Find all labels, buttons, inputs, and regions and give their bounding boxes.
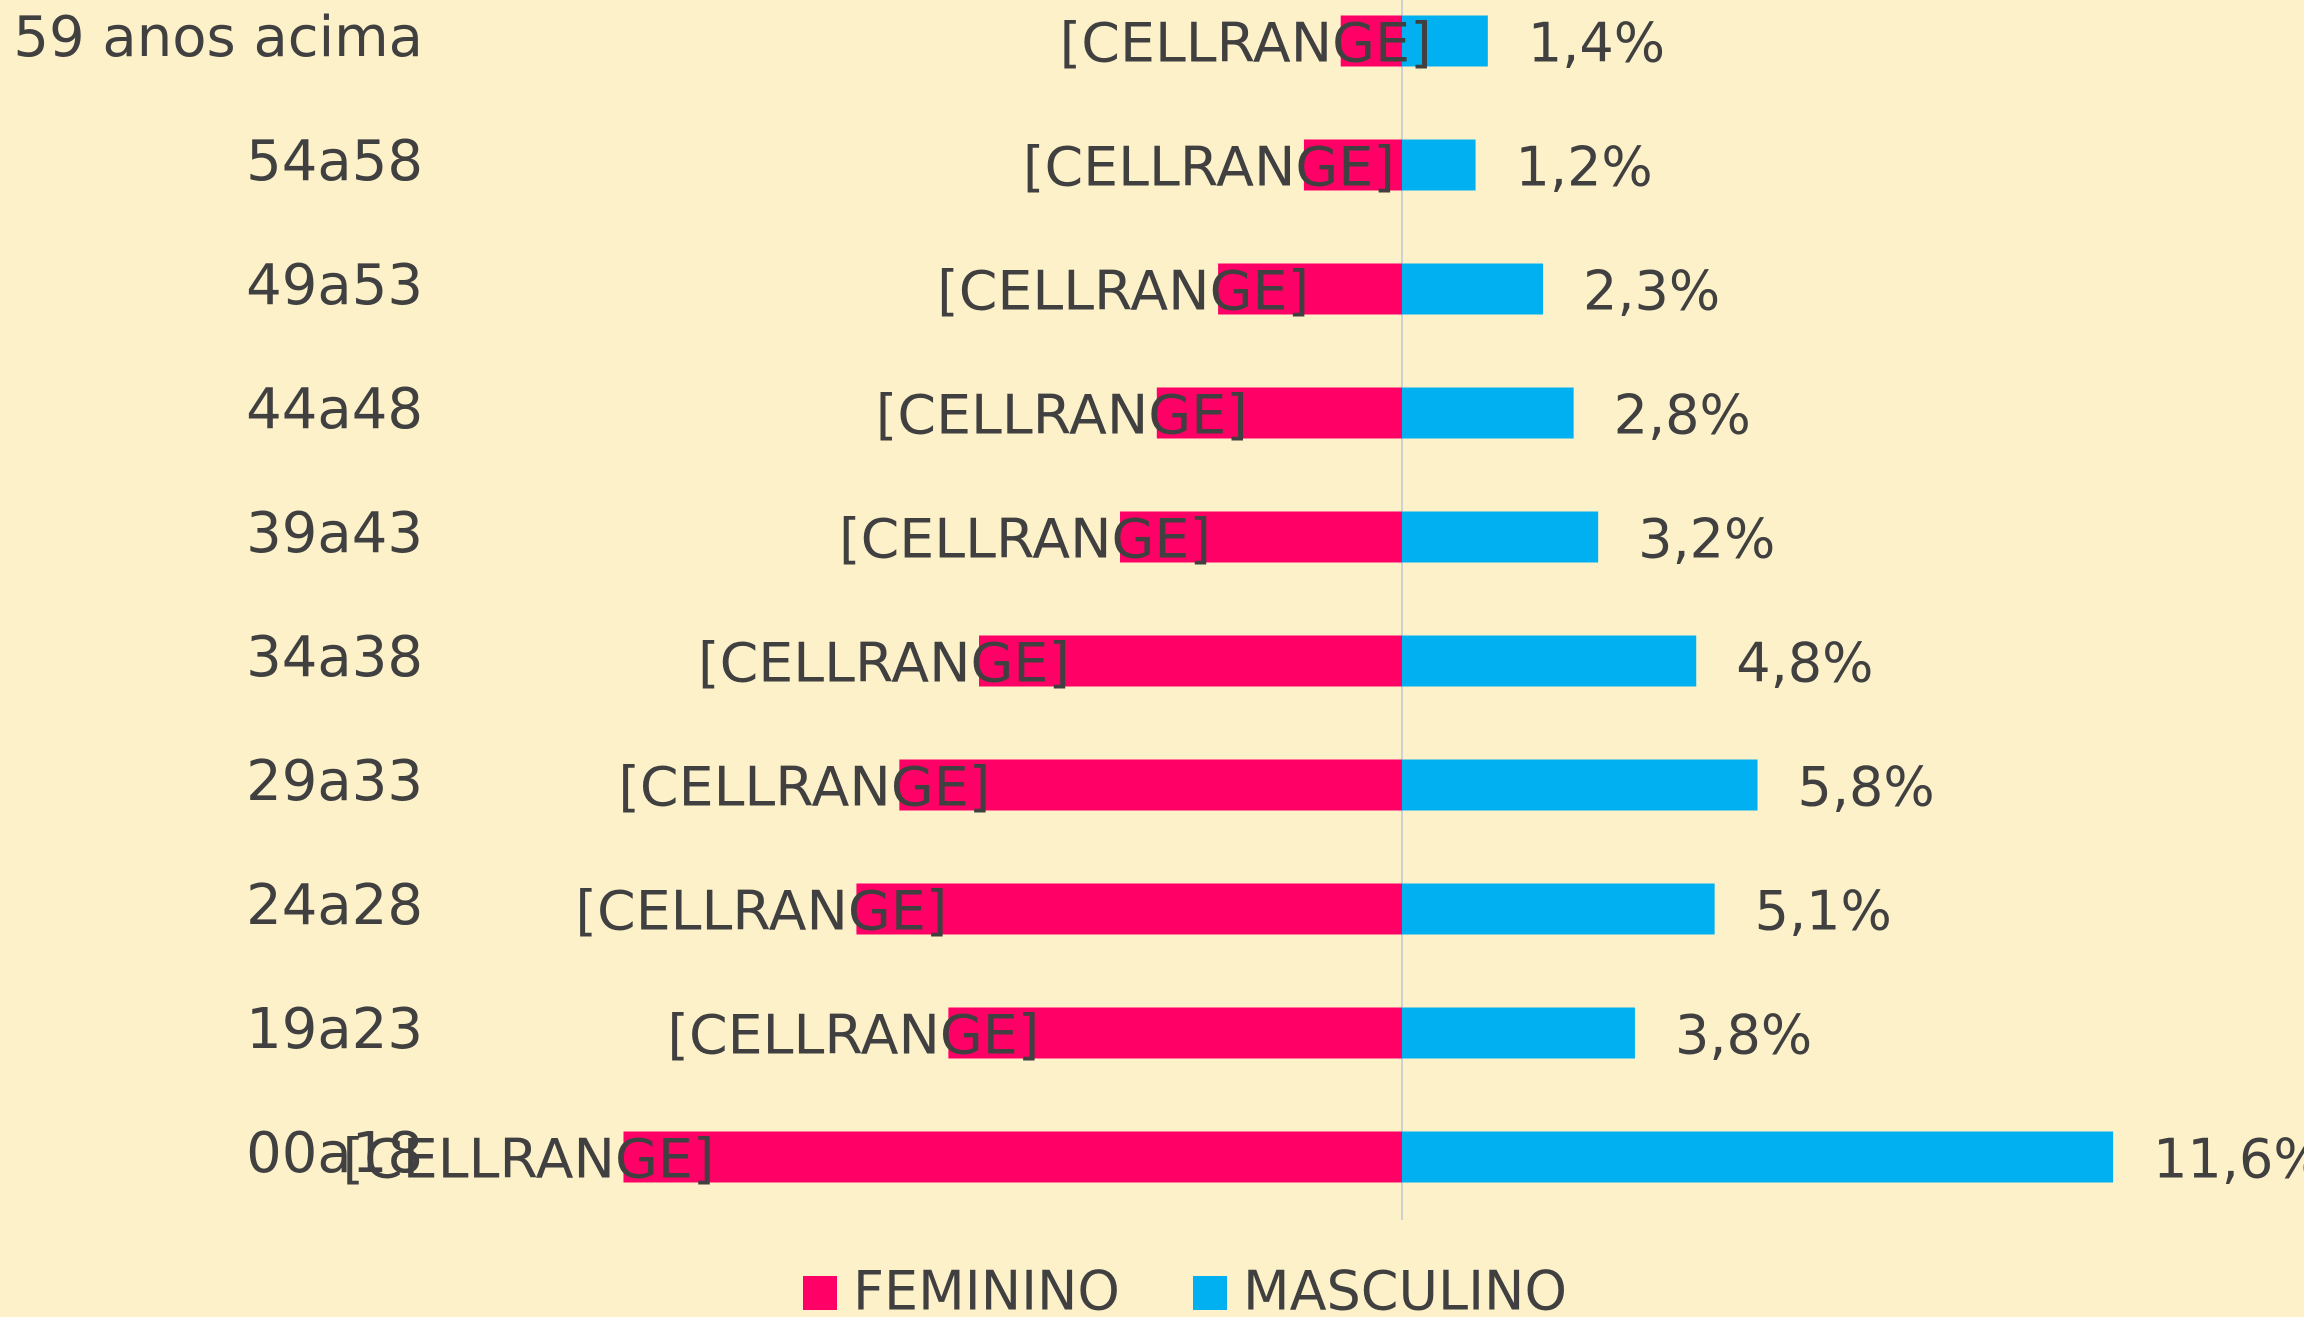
bar-masculino [1402,1131,2114,1183]
bar-feminino [979,635,1402,687]
bar-masculino [1402,139,1476,191]
bar-feminino [1303,139,1402,191]
data-label: 2,3% [1583,260,1720,323]
data-label: 2,8% [1614,384,1751,447]
bar-masculino [1402,511,1599,563]
data-label: [CELLRANGE] [575,880,947,943]
bar-masculino [1402,1007,1635,1059]
bar-masculino [1402,883,1715,935]
bar-feminino [948,1007,1402,1059]
bar-masculino [1402,263,1543,315]
data-label: [CELLRANGE] [839,508,1211,571]
data-label: [CELLRANGE] [1060,12,1432,75]
data-label: [CELLRANGE] [618,756,990,819]
category-label: 59 anos acima [13,5,423,70]
bar-feminino [1218,263,1402,315]
data-label: 4,8% [1736,632,1873,695]
data-label: 3,2% [1638,508,1775,571]
legend-swatch [803,1276,837,1310]
data-label: 11,6% [2153,1128,2304,1191]
data-label: [CELLRANGE] [698,632,1070,695]
data-label: 5,8% [1798,756,1935,819]
bar-masculino [1402,387,1574,439]
category-label: 29a33 [246,749,423,814]
legend-label: FEMININO [853,1260,1120,1317]
category-label: 19a23 [246,997,423,1062]
data-label: [CELLRANGE] [667,1004,1039,1067]
bar-feminino [856,883,1402,935]
data-label: [CELLRANGE] [342,1128,714,1191]
bar-feminino [1340,15,1402,67]
legend-label: MASCULINO [1243,1260,1567,1317]
bar-masculino [1402,15,1488,67]
data-label: 1,4% [1528,12,1665,75]
bar-feminino [623,1131,1402,1183]
category-label: 54a58 [246,129,423,194]
bar-feminino [899,759,1402,811]
category-label: 34a38 [246,625,423,690]
bar-feminino [1156,387,1402,439]
data-label: [CELLRANGE] [876,384,1248,447]
category-label: 44a48 [246,377,423,442]
category-label: 24a28 [246,873,423,938]
category-label: 00a18 [246,1121,423,1186]
legend-swatch [1193,1276,1227,1310]
category-label: 39a43 [246,501,423,566]
data-label: 3,8% [1675,1004,1812,1067]
bar-feminino [1120,511,1402,563]
category-label: 49a53 [246,253,423,318]
bar-masculino [1402,635,1697,687]
data-label: [CELLRANGE] [937,260,1309,323]
data-label: [CELLRANGE] [1023,136,1395,199]
data-label: 5,1% [1755,880,1892,943]
bar-masculino [1402,759,1758,811]
data-label: 1,2% [1516,136,1653,199]
